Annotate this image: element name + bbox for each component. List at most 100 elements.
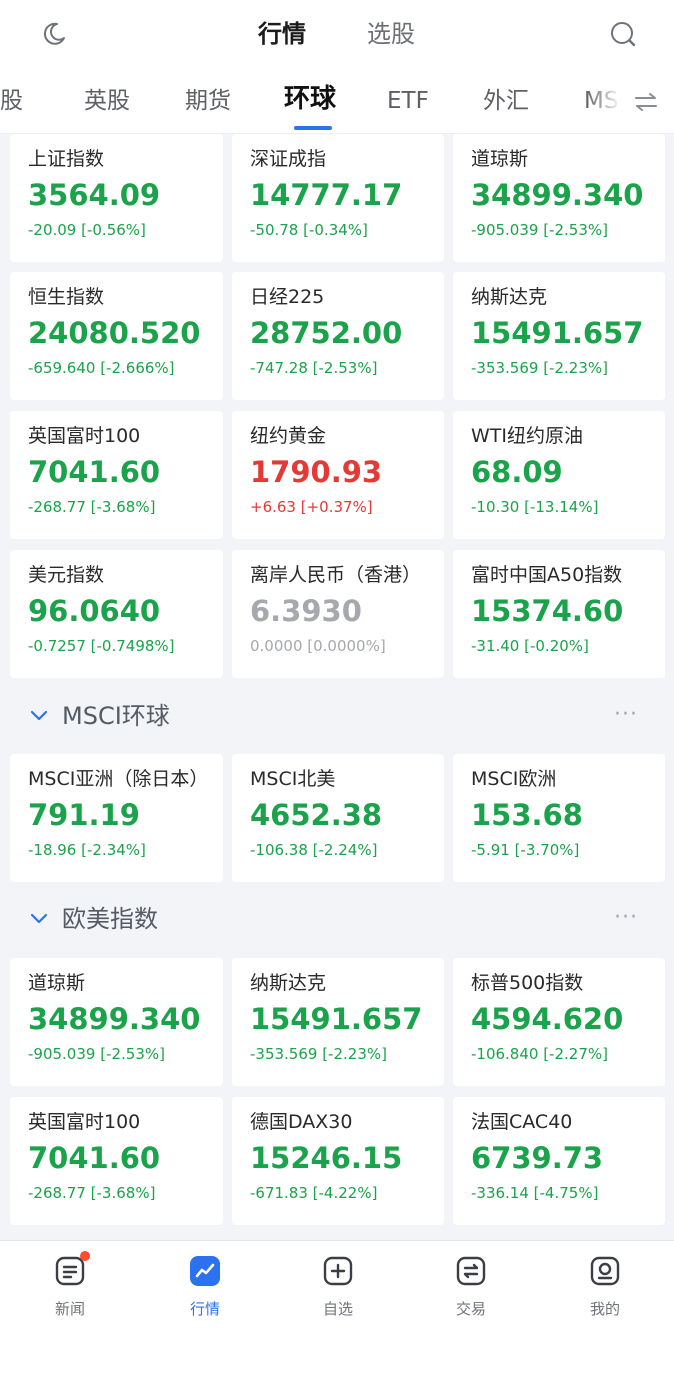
index-card[interactable]: MSCI欧洲 153.68 -5.91 [-3.70%] bbox=[453, 754, 665, 882]
tab-market[interactable]: 行情 bbox=[258, 20, 306, 48]
chevron-down-icon bbox=[30, 710, 48, 721]
index-name: 纽约黄金 bbox=[250, 425, 327, 447]
index-card[interactable]: 恒生指数 24080.520 -659.640 [-2.666%] bbox=[10, 272, 223, 400]
index-name: MSCI亚洲（除日本） bbox=[28, 768, 209, 790]
index-card[interactable]: 道琼斯 34899.340 -905.039 [-2.53%] bbox=[453, 134, 665, 262]
more-options-icon[interactable]: ··· bbox=[614, 905, 638, 930]
index-name: 纳斯达克 bbox=[471, 286, 548, 308]
index-card[interactable]: 深证成指 14777.17 -50.78 [-0.34%] bbox=[232, 134, 444, 262]
index-name: 德国DAX30 bbox=[250, 1111, 353, 1133]
subtab-futures[interactable]: 期货 bbox=[185, 88, 231, 114]
index-change: -31.40 [-0.20%] bbox=[471, 637, 589, 655]
more-options-icon[interactable]: ··· bbox=[614, 702, 638, 727]
index-card[interactable]: 纽约黄金 1790.93 +6.63 [+0.37%] bbox=[232, 411, 444, 539]
index-change: -10.30 [-13.14%] bbox=[471, 498, 599, 516]
subtab-hk[interactable]: 港股 bbox=[0, 88, 23, 114]
index-name: 上证指数 bbox=[28, 148, 105, 170]
bottom-nav: 新闻 行情 自选 交易 我的 bbox=[0, 1240, 674, 1375]
swap-arrows-icon[interactable] bbox=[633, 92, 659, 112]
index-change: -20.09 [-0.56%] bbox=[28, 221, 146, 239]
index-card[interactable]: WTI纽约原油 68.09 -10.30 [-13.14%] bbox=[453, 411, 665, 539]
index-name: 英国富时100 bbox=[28, 1111, 141, 1133]
index-name: 恒生指数 bbox=[28, 286, 105, 308]
index-change: -336.14 [-4.75%] bbox=[471, 1184, 599, 1202]
index-card[interactable]: 法国CAC40 6739.73 -336.14 [-4.75%] bbox=[453, 1097, 665, 1225]
index-change: -905.039 [-2.53%] bbox=[471, 221, 608, 239]
index-card[interactable]: 日经225 28752.00 -747.28 [-2.53%] bbox=[232, 272, 444, 400]
index-name: 道琼斯 bbox=[471, 148, 529, 170]
subtab-etf[interactable]: ETF bbox=[387, 88, 429, 114]
nav-profile[interactable]: 我的 bbox=[565, 1255, 645, 1325]
index-price: 15491.657 bbox=[250, 1002, 423, 1036]
index-name: 富时中国A50指数 bbox=[471, 564, 623, 586]
index-name: 法国CAC40 bbox=[471, 1111, 573, 1133]
index-price: 791.19 bbox=[28, 798, 140, 832]
index-card[interactable]: 标普500指数 4594.620 -106.840 [-2.27%] bbox=[453, 958, 665, 1086]
index-card[interactable]: 英国富时100 7041.60 -268.77 [-3.68%] bbox=[10, 411, 223, 539]
subtab-uk[interactable]: 英股 bbox=[84, 88, 130, 114]
index-name: 日经225 bbox=[250, 286, 325, 308]
nav-market[interactable]: 行情 bbox=[165, 1255, 245, 1325]
index-change: -671.83 [-4.22%] bbox=[250, 1184, 378, 1202]
index-name: MSCI北美 bbox=[250, 768, 336, 790]
index-card[interactable]: MSCI北美 4652.38 -106.38 [-2.24%] bbox=[232, 754, 444, 882]
index-price: 6.3930 bbox=[250, 594, 362, 628]
index-change: -747.28 [-2.53%] bbox=[250, 359, 378, 377]
index-price: 24080.520 bbox=[28, 316, 201, 350]
index-name: 英国富时100 bbox=[28, 425, 141, 447]
index-name: 离岸人民币（香港） bbox=[250, 564, 422, 586]
euro-us-section-header[interactable]: 欧美指数 ··· bbox=[0, 891, 674, 949]
index-card[interactable]: 富时中国A50指数 15374.60 -31.40 [-0.20%] bbox=[453, 550, 665, 678]
msci-section-header[interactable]: MSCI环球 ··· bbox=[0, 688, 674, 746]
index-change: -268.77 [-3.68%] bbox=[28, 498, 156, 516]
index-change: -353.569 [-2.23%] bbox=[250, 1045, 387, 1063]
news-icon bbox=[55, 1256, 85, 1286]
index-price: 7041.60 bbox=[28, 455, 161, 489]
index-change: -659.640 [-2.666%] bbox=[28, 359, 175, 377]
exchange-icon bbox=[456, 1256, 486, 1286]
nav-label: 行情 bbox=[189, 1300, 220, 1318]
subtab-forex[interactable]: 外汇 bbox=[483, 88, 529, 114]
index-price: 34899.340 bbox=[471, 178, 644, 212]
index-price: 15246.15 bbox=[250, 1141, 403, 1175]
index-name: WTI纽约原油 bbox=[471, 425, 583, 447]
nav-trade[interactable]: 交易 bbox=[431, 1255, 511, 1325]
index-change: -0.7257 [-0.7498%] bbox=[28, 637, 175, 655]
subtab-fade bbox=[586, 70, 674, 132]
subtab-global[interactable]: 环球 bbox=[284, 84, 337, 114]
nav-label: 交易 bbox=[455, 1300, 486, 1318]
index-card[interactable]: 道琼斯 34899.340 -905.039 [-2.53%] bbox=[10, 958, 223, 1086]
index-price: 4652.38 bbox=[250, 798, 383, 832]
index-change: -18.96 [-2.34%] bbox=[28, 841, 146, 859]
search-icon[interactable] bbox=[608, 19, 638, 49]
index-card[interactable]: 美元指数 96.0640 -0.7257 [-0.7498%] bbox=[10, 550, 223, 678]
index-price: 15374.60 bbox=[471, 594, 624, 628]
notification-dot bbox=[80, 1251, 90, 1261]
index-change: -106.38 [-2.24%] bbox=[250, 841, 378, 859]
nav-watchlist[interactable]: 自选 bbox=[298, 1255, 378, 1325]
index-card[interactable]: 纳斯达克 15491.657 -353.569 [-2.23%] bbox=[453, 272, 665, 400]
index-card[interactable]: 上证指数 3564.09 -20.09 [-0.56%] bbox=[10, 134, 223, 262]
tab-stock-picker[interactable]: 选股 bbox=[367, 20, 415, 48]
profile-icon bbox=[590, 1256, 620, 1286]
index-change: -50.78 [-0.34%] bbox=[250, 221, 368, 239]
index-card[interactable]: 英国富时100 7041.60 -268.77 [-3.68%] bbox=[10, 1097, 223, 1225]
nav-news[interactable]: 新闻 bbox=[30, 1251, 110, 1325]
index-name: 道琼斯 bbox=[28, 972, 86, 994]
index-card[interactable]: 纳斯达克 15491.657 -353.569 [-2.23%] bbox=[232, 958, 444, 1086]
index-price: 15491.657 bbox=[471, 316, 644, 350]
index-change: -905.039 [-2.53%] bbox=[28, 1045, 165, 1063]
nav-label: 新闻 bbox=[54, 1300, 85, 1318]
index-price: 6739.73 bbox=[471, 1141, 604, 1175]
index-name: MSCI欧洲 bbox=[471, 768, 557, 790]
moon-icon[interactable] bbox=[40, 20, 68, 48]
index-price: 4594.620 bbox=[471, 1002, 624, 1036]
nav-label: 自选 bbox=[322, 1300, 353, 1318]
index-price: 3564.09 bbox=[28, 178, 161, 212]
index-change: -268.77 [-3.68%] bbox=[28, 1184, 156, 1202]
index-card[interactable]: MSCI亚洲（除日本） 791.19 -18.96 [-2.34%] bbox=[10, 754, 223, 882]
index-card[interactable]: 德国DAX30 15246.15 -671.83 [-4.22%] bbox=[232, 1097, 444, 1225]
index-price: 1790.93 bbox=[250, 455, 383, 489]
index-change: +6.63 [+0.37%] bbox=[250, 498, 373, 516]
index-card[interactable]: 离岸人民币（香港） 6.3930 0.0000 [0.0000%] bbox=[232, 550, 444, 678]
